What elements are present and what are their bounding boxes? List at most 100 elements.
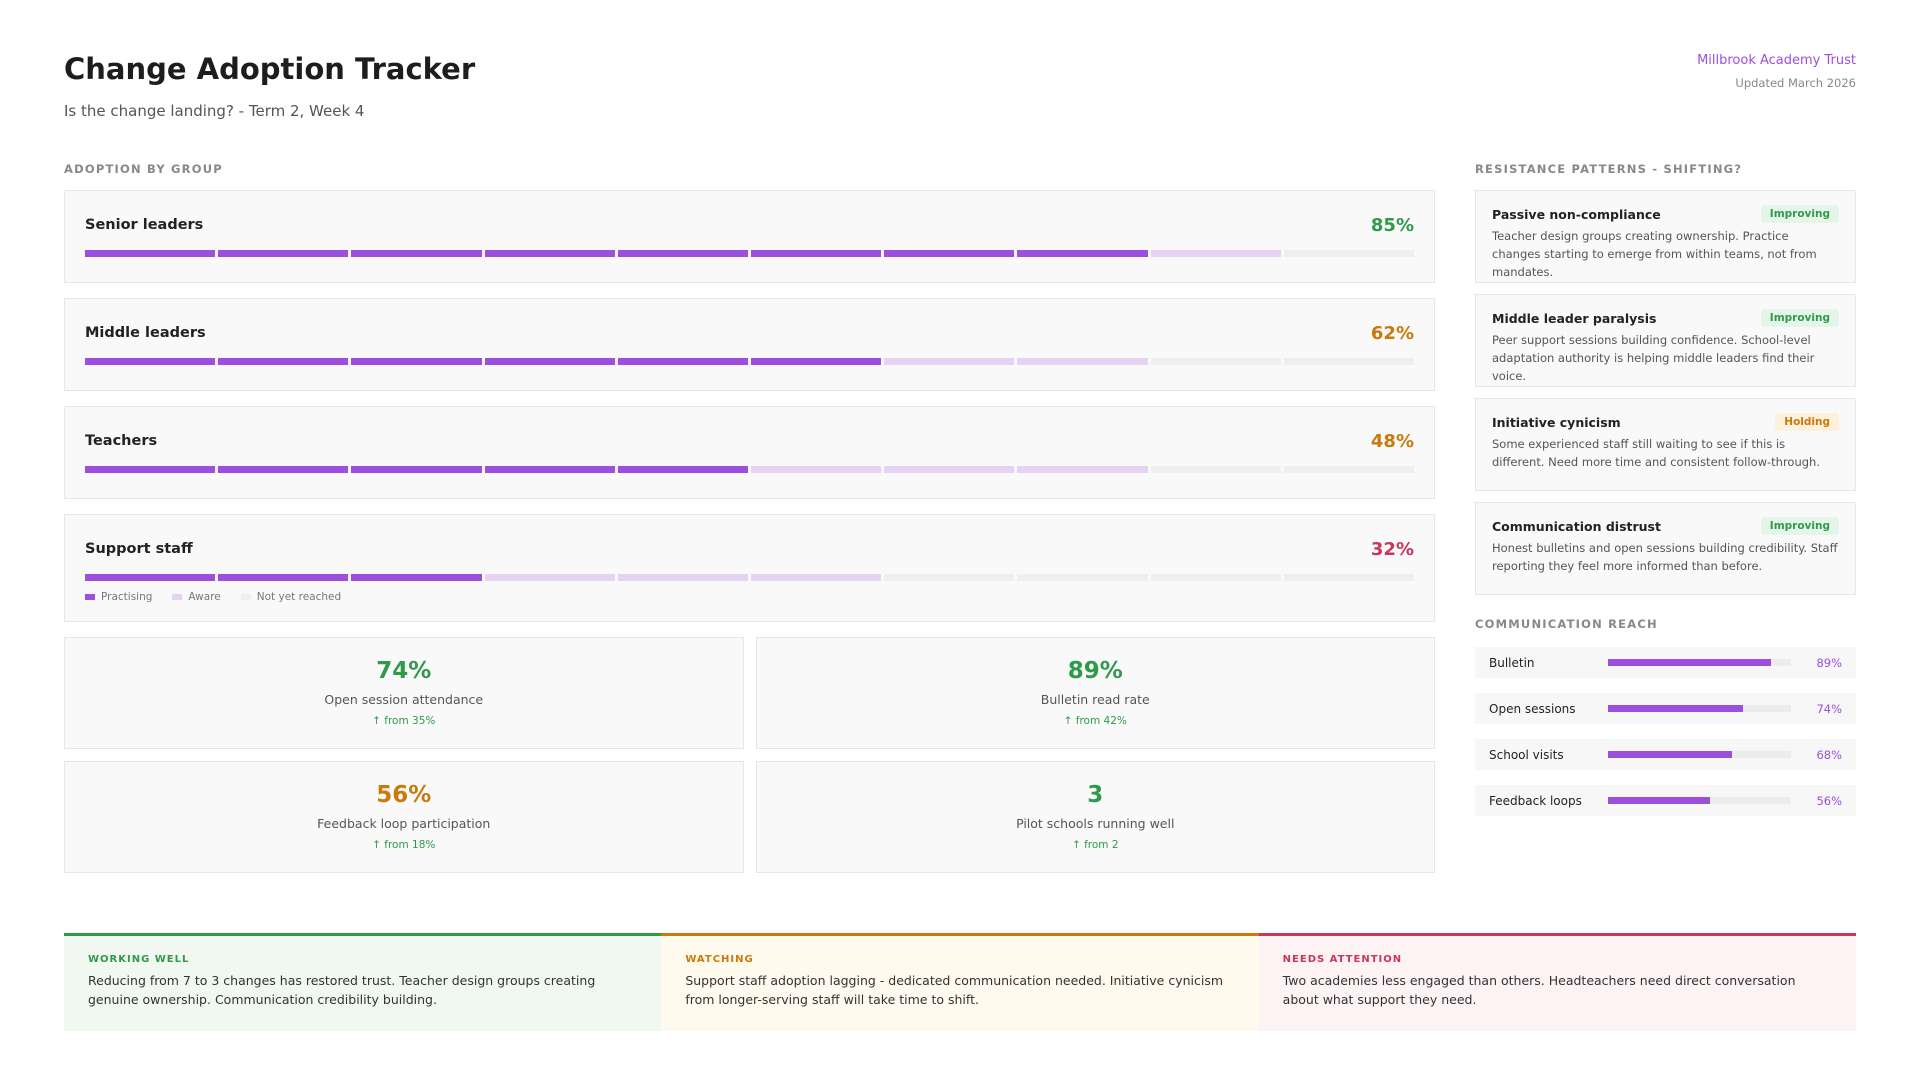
pattern-card: Passive non-compliance Improving Teacher d… (1475, 190, 1856, 283)
pattern-card: Initiative cynicism Holding Some experienc… (1475, 398, 1856, 491)
note-label: NEEDS ATTENTION (1282, 954, 1403, 965)
segment-aware (751, 574, 882, 581)
pattern-name: Communication distrust (1492, 518, 1661, 534)
pattern-name: Passive non-compliance (1492, 206, 1661, 222)
page-title: Change Adoption Tracker (64, 52, 476, 86)
legend-swatch (172, 594, 183, 600)
segment-bar (85, 466, 1415, 473)
group-card: Support staff 32% Practising Aware Not yet r… (64, 514, 1435, 622)
segment-practising (617, 358, 749, 365)
reach-name: School visits (1489, 747, 1564, 762)
reach-name: Bulletin (1489, 655, 1535, 670)
right-column: RESISTANCE PATTERNS - SHIFTING? Passive … (1475, 162, 1856, 831)
group-header: Senior leaders 85% (85, 212, 1414, 238)
kpi-value: 74% (376, 658, 432, 684)
segment-practising (85, 574, 216, 581)
section-title: ADOPTION BY GROUP (64, 162, 223, 176)
kpi-grid: 74% Open session attendance ↑ from 35% 89% B… (64, 637, 1435, 873)
segment-practising (484, 358, 615, 365)
reach-bar (1608, 751, 1733, 758)
pattern-name: Middle leader paralysis (1492, 310, 1657, 326)
page-subtitle: Is the change landing? - Term 2, Week 4 (64, 102, 365, 120)
note-label: WATCHING (685, 954, 754, 965)
group-header: Support staff 32% (85, 536, 1414, 562)
segment-not-reached (1283, 250, 1415, 257)
segment-practising (85, 250, 216, 257)
reach-value: 56% (1816, 793, 1842, 808)
segment-practising (85, 466, 216, 473)
left-column: ADOPTION BY GROUP Senior leaders 85% Middl… (64, 162, 1435, 873)
group-percent: 62% (1370, 322, 1414, 344)
segment-practising (1017, 250, 1148, 257)
pattern-name: Initiative cynicism (1492, 414, 1621, 430)
kpi-label: Open session attendance (324, 692, 484, 707)
kpi-card: 74% Open session attendance ↑ from 35% (64, 637, 744, 749)
group-header: Middle leaders 62% (85, 320, 1414, 346)
kpi-card: 89% Bulletin read rate ↑ from 42% (755, 637, 1435, 749)
group-percent: 48% (1370, 430, 1414, 452)
segment-not-reached (1283, 466, 1415, 473)
segment-aware (617, 574, 749, 581)
pattern-header: Passive non-compliance Improving (1492, 205, 1839, 223)
legend-label: Aware (188, 591, 221, 603)
segment-practising (218, 574, 349, 581)
segment-not-reached (1150, 466, 1281, 473)
legend-item: Practising (85, 591, 152, 603)
segment-aware (1150, 250, 1281, 257)
pattern-text: Teacher design groups creating ownership… (1492, 229, 1817, 279)
reach-value: 89% (1816, 655, 1842, 670)
pattern-text: Peer support sessions building confidenc… (1492, 333, 1815, 383)
segment-practising (617, 250, 749, 257)
note-card: NEEDS ATTENTION Two academies less engage… (1258, 933, 1856, 1031)
legend-swatch (240, 594, 251, 600)
updated-date: Updated March 2026 (1735, 76, 1856, 90)
segment-not-reached (1017, 574, 1148, 581)
organisation: Millbrook Academy Trust (1697, 53, 1856, 68)
pattern-text: Honest bulletins and open sessions build… (1492, 541, 1838, 573)
note-card: WORKING WELL Reducing from 7 to 3 changes… (64, 933, 662, 1031)
reach-track (1608, 659, 1791, 666)
group-card: Senior leaders 85% (64, 190, 1435, 283)
pattern-card: Communication distrust Improving Honest bu… (1475, 502, 1856, 595)
legend: Practising Aware Not yet reached (85, 591, 1414, 603)
segment-not-reached (1283, 574, 1415, 581)
note-text: Two academies less engaged than others. … (1282, 973, 1796, 1007)
group-name: Middle leaders (85, 325, 206, 341)
segment-practising (218, 466, 349, 473)
kpi-card: 3 Pilot schools running well ↑ from 2 (755, 761, 1435, 873)
segment-aware (1017, 358, 1148, 365)
kpi-change: ↑ from 35% (372, 715, 436, 727)
status-badge: Improving (1760, 309, 1839, 327)
segment-aware (884, 466, 1015, 473)
segment-aware (1017, 466, 1148, 473)
segment-bar (85, 358, 1415, 365)
notes: WORKING WELL Reducing from 7 to 3 changes… (64, 933, 1856, 1031)
reach-bar (1608, 705, 1744, 712)
segment-practising (218, 358, 349, 365)
segment-practising (218, 250, 349, 257)
group-card: Teachers 48% (64, 406, 1435, 499)
legend-label: Not yet reached (256, 591, 342, 603)
reach-track (1608, 751, 1791, 758)
pattern-header: Communication distrust Improving (1492, 517, 1839, 535)
kpi-value: 56% (376, 782, 432, 808)
segment-practising (484, 466, 615, 473)
reach-row: Bulletin 89% (1475, 647, 1856, 678)
segment-practising (884, 250, 1015, 257)
reach-name: Open sessions (1489, 701, 1576, 716)
group-percent: 32% (1370, 538, 1414, 560)
section-title: RESISTANCE PATTERNS - SHIFTING? (1475, 162, 1743, 176)
kpi-change: ↑ from 2 (1071, 839, 1119, 851)
reach-track (1608, 797, 1791, 804)
group-header: Teachers 48% (85, 428, 1414, 454)
segment-practising (351, 574, 482, 581)
kpi-change: ↑ from 42% (1063, 715, 1127, 727)
segment-not-reached (1150, 574, 1281, 581)
status-badge: Improving (1760, 205, 1839, 223)
reach-bar (1608, 659, 1771, 666)
legend-swatch (85, 594, 95, 600)
segment-practising (484, 250, 615, 257)
segment-practising (351, 358, 482, 365)
segment-bar (85, 574, 1415, 581)
